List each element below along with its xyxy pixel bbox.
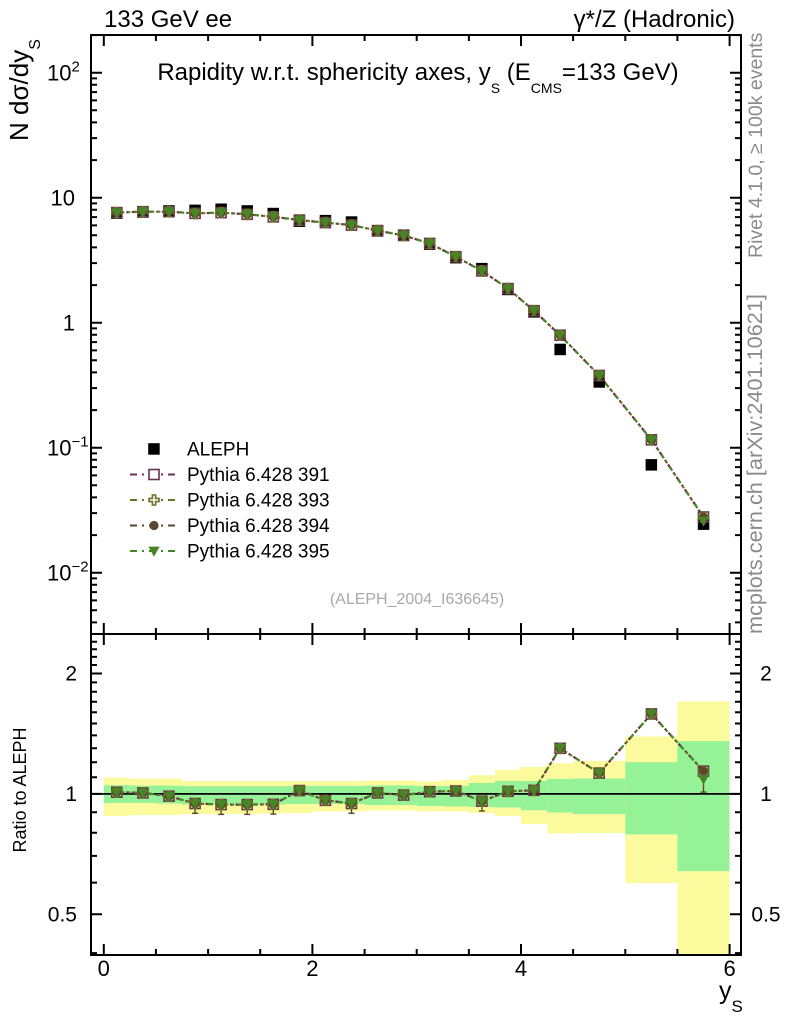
svg-text:Rapidity w.r.t. sphericity axe: Rapidity w.r.t. sphericity axes, yS (ECM… [157,59,678,96]
svg-text:0.5: 0.5 [751,903,780,926]
svg-text:2: 2 [306,956,318,981]
svg-text:2: 2 [760,663,772,686]
svg-text:0.5: 0.5 [48,903,77,926]
svg-text:Rivet 4.1.0, ≥ 100k events: Rivet 4.1.0, ≥ 100k events [745,32,767,258]
svg-text:2: 2 [65,663,77,686]
svg-text:10: 10 [51,186,75,211]
svg-text:γ*/Z (Hadronic): γ*/Z (Hadronic) [574,6,735,33]
svg-text:Ratio to ALEPH: Ratio to ALEPH [10,727,30,852]
svg-text:Pythia 6.428 395: Pythia 6.428 395 [187,542,330,563]
svg-text:Pythia 6.428 393: Pythia 6.428 393 [187,491,330,512]
svg-text:0: 0 [98,956,110,981]
svg-text:Pythia 6.428 391: Pythia 6.428 391 [187,465,330,486]
svg-text:4: 4 [515,956,527,981]
svg-text:(ALEPH_2004_I636645): (ALEPH_2004_I636645) [330,591,504,608]
svg-text:mcplots.cern.ch [arXiv:2401.10: mcplots.cern.ch [arXiv:2401.10621] [742,294,767,634]
svg-text:1: 1 [65,783,77,806]
svg-text:1: 1 [63,311,75,336]
svg-text:ALEPH: ALEPH [187,440,249,461]
svg-text:1: 1 [760,783,772,806]
svg-text:Pythia 6.428 394: Pythia 6.428 394 [187,516,330,537]
svg-text:133 GeV ee: 133 GeV ee [104,6,232,33]
svg-text:6: 6 [723,956,735,981]
